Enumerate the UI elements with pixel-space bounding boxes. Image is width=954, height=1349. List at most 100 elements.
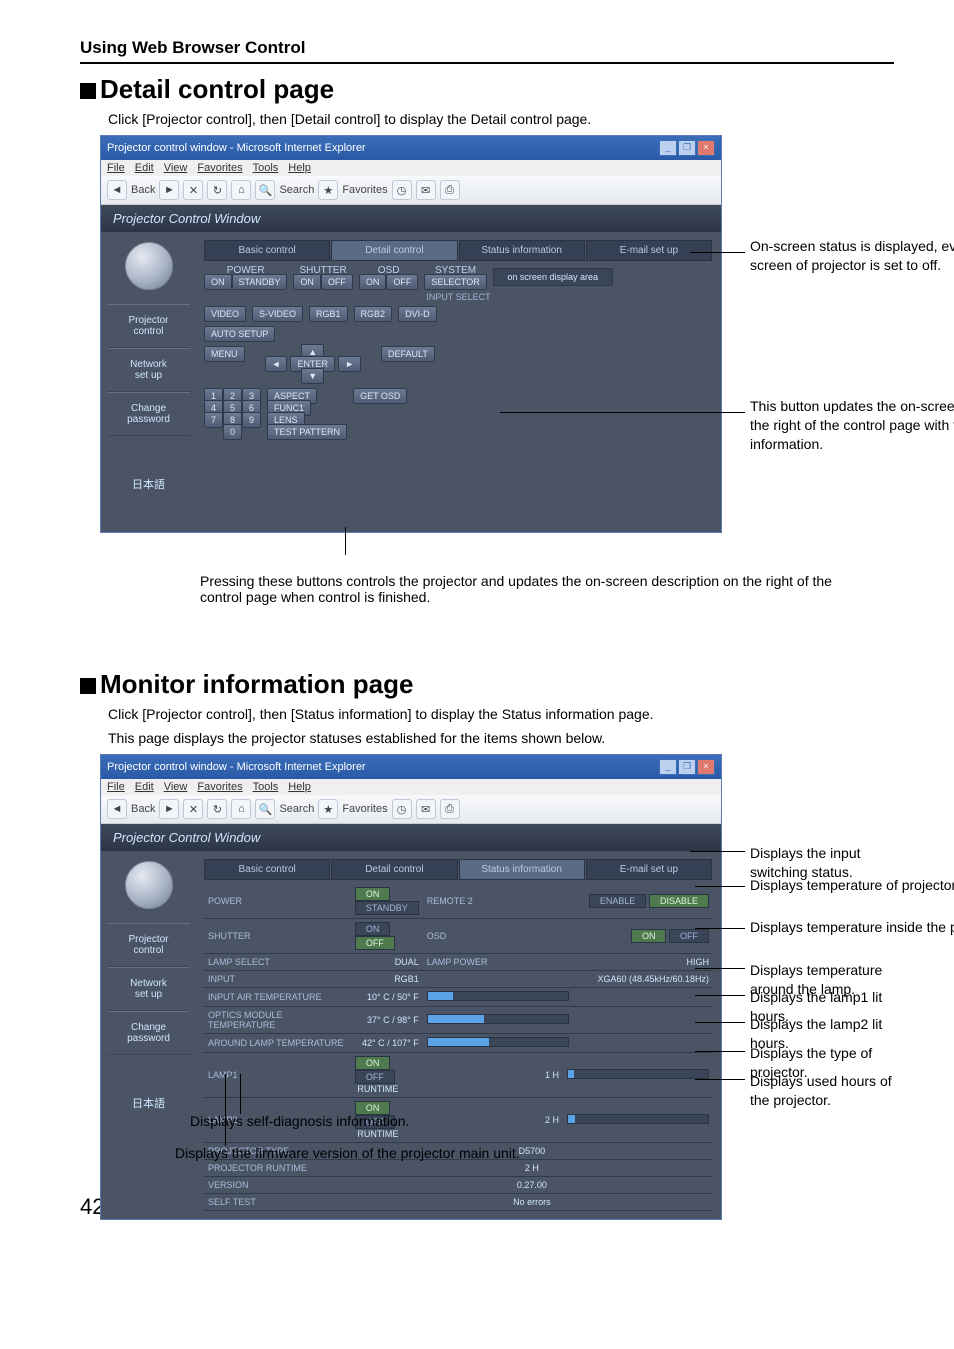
close-icon: × bbox=[697, 759, 715, 775]
callout-get-osd: This button updates the on-screen descri… bbox=[750, 397, 954, 454]
print-icon[interactable]: ⎙ bbox=[440, 180, 460, 200]
sidebar-item-password[interactable]: Change password bbox=[107, 1011, 190, 1055]
row-selftest: SELF TESTNo errors bbox=[204, 1194, 713, 1211]
callout-pruntime: Displays used hours of the projector. bbox=[750, 1072, 894, 1110]
callout-selftest: Displays self-diagnosis information. bbox=[190, 1112, 409, 1131]
tab-email[interactable]: E-mail set up bbox=[586, 859, 712, 880]
shutter-on-button[interactable]: ON bbox=[293, 274, 321, 290]
window-title: Projector control window - Microsoft Int… bbox=[107, 142, 366, 154]
sidebar-item-password[interactable]: Change password bbox=[107, 392, 190, 436]
row-optics: OPTICS MODULE TEMPERATURE37° C / 98° F bbox=[204, 1007, 713, 1034]
osd-on-button[interactable]: ON bbox=[359, 274, 387, 290]
menubar[interactable]: FileEditViewFavoritesToolsHelp bbox=[101, 779, 721, 795]
lang-switch[interactable]: 日本語 bbox=[107, 1095, 190, 1111]
section-header: Using Web Browser Control bbox=[80, 38, 894, 64]
input-rgb2-button[interactable]: RGB2 bbox=[354, 306, 393, 322]
lang-switch[interactable]: 日本語 bbox=[107, 476, 190, 492]
row-intake: INPUT AIR TEMPERATURE10° C / 50° F bbox=[204, 988, 713, 1007]
power-on-button[interactable]: ON bbox=[204, 274, 232, 290]
history-icon[interactable]: ◷ bbox=[392, 180, 412, 200]
detail-content: Basic control Detail control Status info… bbox=[196, 232, 721, 532]
detail-heading: Detail control page bbox=[80, 74, 894, 105]
tabs[interactable]: Basic control Detail control Status info… bbox=[204, 859, 713, 880]
window-buttons[interactable]: _❐× bbox=[658, 140, 715, 156]
row-around: AROUND LAMP TEMPERATURE42° C / 107° F bbox=[204, 1034, 713, 1053]
window-buttons[interactable]: _❐× bbox=[658, 759, 715, 775]
auto-setup-button[interactable]: AUTO SETUP bbox=[204, 326, 275, 342]
default-button[interactable]: DEFAULT bbox=[381, 346, 435, 362]
input-video-button[interactable]: VIDEO bbox=[204, 306, 246, 322]
tab-basic[interactable]: Basic control bbox=[204, 859, 330, 880]
shutter-off-button[interactable]: OFF bbox=[321, 274, 353, 290]
sidebar-item-network[interactable]: Network set up bbox=[107, 967, 190, 1011]
search-icon[interactable]: 🔍 bbox=[255, 180, 275, 200]
sidebar-item-projector[interactable]: Projector control bbox=[107, 304, 190, 348]
input-dvid-button[interactable]: DVI-D bbox=[398, 306, 437, 322]
monitor-intro2: This page displays the projector statuse… bbox=[108, 730, 894, 746]
monitor-intro1: Click [Projector control], then [Status … bbox=[108, 706, 894, 722]
monitor-content: Basic control Detail control Status info… bbox=[196, 851, 721, 1219]
window-titlebar: Projector control window - Microsoft Int… bbox=[101, 755, 721, 779]
refresh-icon: ↻ bbox=[207, 799, 227, 819]
sidebar: Projector control Network set up Change … bbox=[101, 851, 196, 1219]
input-select-label: INPUT SELECT bbox=[204, 292, 713, 302]
sidebar-item-network[interactable]: Network set up bbox=[107, 348, 190, 392]
tabs[interactable]: Basic control Detail control Status info… bbox=[204, 240, 713, 261]
key-0[interactable]: 0 bbox=[223, 424, 242, 440]
osd-off-button[interactable]: OFF bbox=[386, 274, 418, 290]
osd-display-area: on screen display area bbox=[493, 268, 613, 286]
menu-edit: Edit bbox=[135, 162, 154, 174]
row-lamp1: LAMP1ON OFF RUNTIME1 H bbox=[204, 1053, 713, 1098]
back-icon[interactable]: ◄ bbox=[107, 180, 127, 200]
row-power: POWERON STANDBYREMOTE 2ENABLE DISABLE bbox=[204, 884, 713, 919]
detail-window: Projector control window - Microsoft Int… bbox=[100, 135, 722, 533]
tab-detail[interactable]: Detail control bbox=[331, 859, 457, 880]
sidebar: Projector control Network set up Change … bbox=[101, 232, 196, 532]
menu-fav: Favorites bbox=[197, 162, 242, 174]
fwd-icon: ► bbox=[159, 799, 179, 819]
key-7[interactable]: 7 bbox=[204, 412, 223, 428]
maximize-icon: ❐ bbox=[678, 759, 696, 775]
print-icon: ⎙ bbox=[440, 799, 460, 819]
input-svideo-button[interactable]: S-VIDEO bbox=[252, 306, 303, 322]
power-standby-button[interactable]: STANDBY bbox=[232, 274, 288, 290]
key-9[interactable]: 9 bbox=[242, 412, 261, 428]
system-selector-button[interactable]: SELECTOR bbox=[424, 274, 486, 290]
tab-status[interactable]: Status information bbox=[459, 859, 585, 880]
favorites-icon[interactable]: ★ bbox=[318, 180, 338, 200]
toolbar[interactable]: ◄Back ► ✕ ↻ ⌂ 🔍Search ★Favorites ◷ ✉ ⎙ bbox=[101, 795, 721, 824]
window-title: Projector control window - Microsoft Int… bbox=[107, 761, 366, 773]
right-button[interactable]: ► bbox=[338, 356, 361, 372]
row-version: VERSION0.27.00 bbox=[204, 1177, 713, 1194]
test-pattern-button[interactable]: TEST PATTERN bbox=[267, 424, 347, 440]
get-osd-button[interactable]: GET OSD bbox=[353, 388, 407, 404]
home-icon[interactable]: ⌂ bbox=[231, 180, 251, 200]
logo-orb bbox=[125, 861, 173, 909]
row-input: INPUTRGB1XGA60 (48.45kHz/60.18Hz) bbox=[204, 971, 713, 988]
toolbar[interactable]: ◄Back ► ✕ ↻ ⌂ 🔍Search ★Favorites ◷ ✉ ⎙ bbox=[101, 176, 721, 205]
minimize-icon: _ bbox=[659, 759, 677, 775]
menu-button[interactable]: MENU bbox=[204, 346, 245, 362]
minimize-icon: _ bbox=[659, 140, 677, 156]
logo-orb bbox=[125, 242, 173, 290]
pcw-banner: Projector Control Window bbox=[101, 824, 721, 851]
detail-intro: Click [Projector control], then [Detail … bbox=[108, 111, 894, 127]
fwd-icon[interactable]: ► bbox=[159, 180, 179, 200]
left-button[interactable]: ◄ bbox=[265, 356, 288, 372]
menubar[interactable]: FileEditViewFavoritesToolsHelp bbox=[101, 160, 721, 176]
menu-help: Help bbox=[288, 162, 311, 174]
row-lampselect: LAMP SELECTDUALLAMP POWERHIGH bbox=[204, 954, 713, 971]
tab-detail[interactable]: Detail control bbox=[331, 240, 457, 261]
tab-basic[interactable]: Basic control bbox=[204, 240, 330, 261]
refresh-icon[interactable]: ↻ bbox=[207, 180, 227, 200]
down-button[interactable]: ▼ bbox=[301, 368, 324, 384]
mail-icon[interactable]: ✉ bbox=[416, 180, 436, 200]
sidebar-item-projector[interactable]: Projector control bbox=[107, 923, 190, 967]
mail-icon: ✉ bbox=[416, 799, 436, 819]
callout-version: Displays the firmware version of the pro… bbox=[175, 1144, 520, 1163]
tab-email[interactable]: E-mail set up bbox=[586, 240, 712, 261]
window-titlebar: Projector control window - Microsoft Int… bbox=[101, 136, 721, 160]
input-rgb1-button[interactable]: RGB1 bbox=[309, 306, 348, 322]
stop-icon[interactable]: ✕ bbox=[183, 180, 203, 200]
tab-status[interactable]: Status information bbox=[459, 240, 585, 261]
